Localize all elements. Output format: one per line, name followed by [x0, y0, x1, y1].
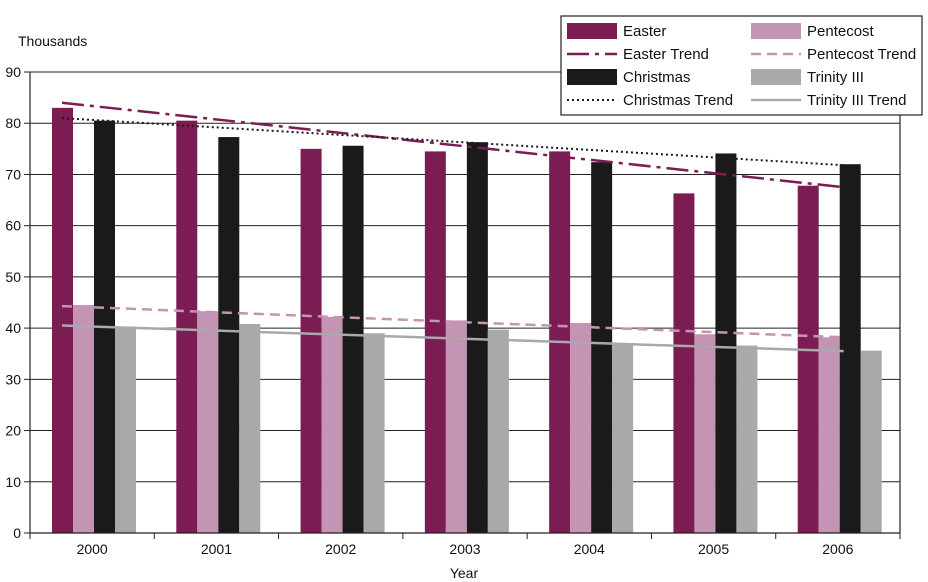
bar-easter-2005: [673, 193, 695, 533]
trend-pentecost: [61, 304, 844, 339]
bar-pentecost-2005: [694, 334, 716, 533]
trend-trinity: [61, 324, 844, 353]
bar-pentecost-2001: [197, 311, 219, 533]
legend-label: Christmas: [623, 69, 691, 86]
legend-swatch: [567, 69, 617, 85]
x-tick-label: 2006: [822, 541, 853, 557]
bar-easter-2003: [424, 151, 446, 533]
bar-christmas-2002: [342, 145, 364, 533]
x-tick-label: 2004: [574, 541, 605, 557]
legend-label: Trinity III Trend: [807, 92, 906, 109]
bar-christmas-2005: [715, 153, 737, 533]
y-tick-label: 50: [5, 269, 21, 285]
y-tick-label: 20: [5, 423, 21, 439]
legend-label: Pentecost Trend: [807, 46, 916, 63]
x-tick-label: 2001: [201, 541, 232, 557]
x-tick-label: 2005: [698, 541, 729, 557]
axes: 0 10 20 30 40 50 60 70 80 90 2000 2001 2002 2003 2004 2…: [5, 64, 901, 557]
bar-trinity-2000: [115, 326, 136, 533]
x-tick-label: 2000: [77, 541, 108, 557]
y-tick-label: 80: [5, 115, 21, 131]
y-tick-label: 40: [5, 320, 21, 336]
y-tick-label: 10: [5, 474, 21, 490]
y-axis-title: Thousands: [18, 33, 87, 49]
legend-label: Christmas Trend: [623, 92, 733, 109]
legend-swatch: [751, 69, 801, 85]
legend-label: Easter Trend: [623, 46, 709, 63]
bar-pentecost-2002: [321, 316, 343, 533]
y-tick-label: 0: [13, 525, 21, 541]
trend-easter: [61, 101, 844, 189]
legend-swatch: [751, 23, 801, 39]
legend: Easter Pentecost Easter Trend Pentecost Tre…: [560, 15, 923, 116]
bar-pentecost-2006: [818, 337, 840, 533]
bar-trinity-2006: [860, 350, 882, 533]
bar-easter-2002: [300, 148, 322, 534]
trend-christmas: [61, 117, 844, 167]
bar-trinity-2005: [736, 345, 758, 533]
bar-pentecost-2003: [445, 320, 467, 533]
legend-box: [560, 15, 923, 116]
x-axis-title: Year: [450, 565, 479, 581]
legend-swatch: [567, 23, 617, 39]
y-tick-label: 30: [5, 371, 21, 387]
bar-christmas-2003: [466, 142, 488, 533]
bar-easter-2000: [52, 107, 73, 533]
bar-christmas-2006: [839, 164, 861, 533]
bar-trinity-2003: [487, 329, 509, 533]
y-tick-label: 90: [5, 64, 21, 80]
y-tick-label: 60: [5, 218, 21, 234]
bar-trinity-2001: [239, 324, 261, 533]
x-tick-label: 2002: [325, 541, 356, 557]
legend-label: Easter: [623, 23, 666, 40]
x-tick-label: 2003: [449, 541, 480, 557]
trend-lines: [61, 101, 844, 353]
bar-pentecost-2000: [73, 305, 94, 533]
bars: [52, 107, 882, 534]
bar-easter-2001: [176, 120, 198, 534]
bar-pentecost-2004: [570, 322, 592, 533]
bar-christmas-2004: [591, 162, 613, 533]
y-tick-label: 70: [5, 166, 21, 182]
bar-christmas-2001: [218, 137, 240, 533]
legend-label: Trinity III: [807, 69, 864, 86]
bar-trinity-2002: [363, 333, 385, 533]
bar-easter-2006: [797, 185, 819, 534]
legend-label: Pentecost: [807, 23, 875, 40]
bar-trinity-2004: [612, 342, 634, 533]
